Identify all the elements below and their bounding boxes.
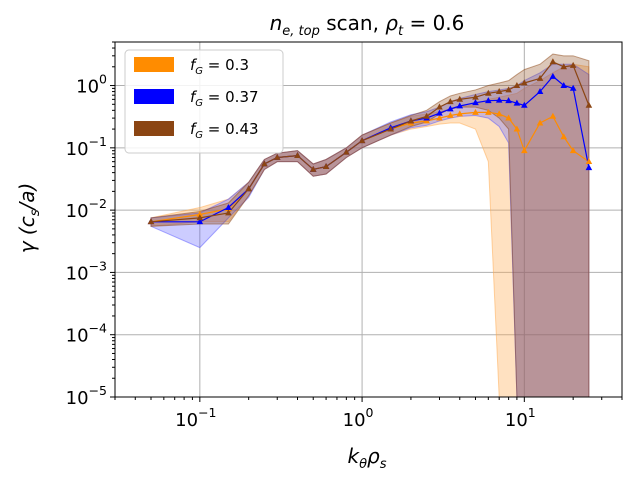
- data-point: [560, 133, 568, 140]
- chart-title: ne, top scan, ρt = 0.6: [270, 11, 465, 39]
- data-point: [225, 209, 232, 216]
- legend-label-3: fG = 0.43: [190, 120, 259, 141]
- data-point: [407, 117, 415, 124]
- data-point: [495, 87, 503, 94]
- data-point: [456, 95, 464, 102]
- data-point: [472, 99, 479, 106]
- data-point: [456, 102, 464, 109]
- data-point: [273, 153, 281, 160]
- data-point: [485, 108, 492, 115]
- data-point: [569, 84, 577, 91]
- data-point: [505, 97, 512, 104]
- data-point: [536, 74, 544, 81]
- legend: fG = 0.3 fG = 0.37 fG = 0.43: [124, 49, 284, 154]
- legend-swatch-3: [134, 121, 174, 136]
- data-point: [549, 72, 557, 79]
- data-point: [569, 61, 577, 68]
- data-point: [505, 86, 512, 93]
- data-point: [513, 125, 521, 132]
- x-tick-label: 100: [343, 405, 374, 431]
- y-tick-label: 10−1: [66, 134, 107, 160]
- data-point: [261, 160, 268, 167]
- data-point: [387, 125, 394, 132]
- data-point: [513, 81, 521, 88]
- data-point: [436, 114, 443, 121]
- data-point: [196, 214, 204, 221]
- legend-label-2: fG = 0.37: [190, 88, 259, 109]
- y-axis: 10−5 10−4 10−3 10−2 10−1 100: [66, 41, 115, 409]
- legend-swatch-2: [134, 89, 174, 104]
- x-axis: 10−1 100 101: [114, 397, 623, 431]
- data-point: [485, 97, 492, 104]
- data-point: [343, 148, 350, 155]
- data-point: [472, 108, 479, 115]
- x-tick-label: 101: [505, 405, 536, 431]
- data-point: [447, 105, 454, 112]
- y-tick-label: 10−4: [66, 321, 107, 347]
- data-point: [147, 218, 155, 225]
- data-point: [423, 112, 430, 119]
- data-point: [585, 164, 593, 171]
- data-point: [495, 96, 503, 103]
- data-point: [485, 89, 492, 96]
- y-tick-label: 10−5: [66, 383, 107, 409]
- y-tick-label: 100: [76, 72, 107, 98]
- y-tick-label: 10−2: [66, 196, 107, 222]
- data-point: [521, 101, 528, 108]
- data-point: [521, 79, 528, 86]
- data-point: [560, 63, 568, 70]
- data-point: [495, 110, 503, 117]
- series-lines: [150, 61, 590, 223]
- data-point: [472, 93, 479, 100]
- data-point: [447, 111, 454, 118]
- x-axis-label: kθρs: [347, 444, 386, 472]
- data-point: [436, 109, 443, 116]
- data-point: [196, 218, 204, 225]
- data-point: [456, 110, 464, 117]
- data-point: [569, 147, 577, 154]
- data-point: [225, 203, 232, 210]
- series-line-3: [150, 61, 590, 223]
- data-point: [322, 162, 330, 169]
- data-point: [505, 114, 512, 121]
- y-axis-label: γ (cs/a): [15, 183, 43, 254]
- data-point: [513, 99, 521, 106]
- data-point: [358, 137, 366, 144]
- legend-swatch-1: [134, 57, 174, 72]
- data-point: [536, 87, 544, 94]
- data-point: [536, 119, 544, 126]
- data-point: [309, 165, 317, 172]
- x-tick-label: 10−1: [175, 405, 216, 431]
- data-point: [560, 81, 568, 88]
- data-point: [436, 103, 443, 110]
- data-point: [549, 112, 557, 119]
- plot-area: [114, 41, 623, 398]
- data-point: [196, 210, 204, 217]
- data-point: [549, 58, 557, 65]
- data-point: [585, 158, 593, 165]
- data-point: [447, 98, 454, 105]
- y-tick-label: 10−3: [66, 258, 107, 284]
- legend-label-1: fG = 0.3: [190, 56, 249, 77]
- data-point: [521, 147, 528, 154]
- data-point: [245, 185, 252, 192]
- series-markers: [147, 58, 593, 225]
- data-point: [294, 152, 301, 159]
- data-point: [585, 101, 593, 108]
